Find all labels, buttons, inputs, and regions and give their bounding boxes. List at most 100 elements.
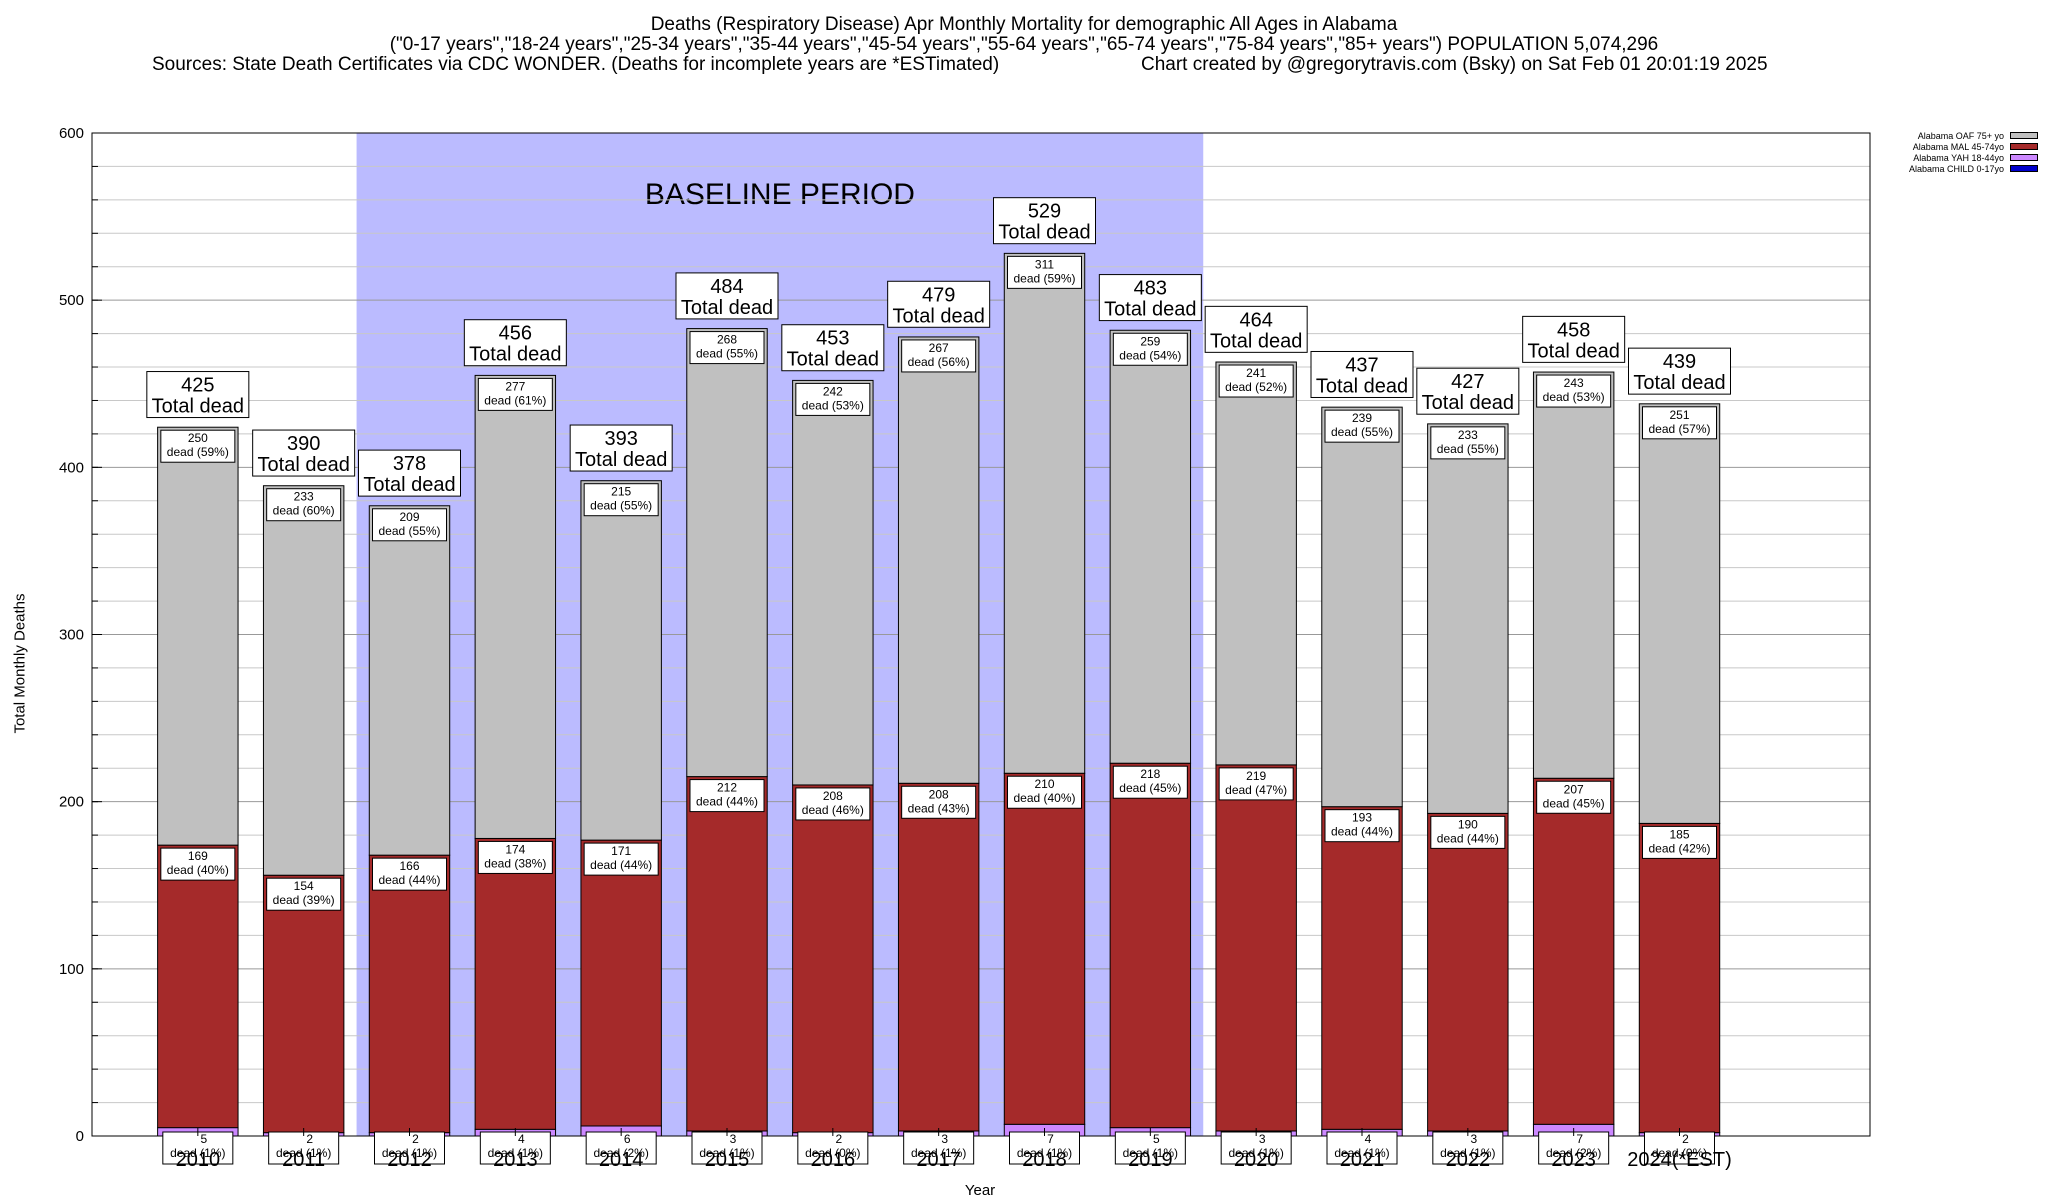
oaf-label-value: 250 xyxy=(188,431,208,445)
oaf-label-value: 233 xyxy=(1458,428,1478,442)
yah-label-box xyxy=(1432,1131,1504,1165)
bar-segment-mal xyxy=(686,776,768,1132)
total-box xyxy=(358,449,461,497)
chart-sources: Sources: State Death Certificates via CD… xyxy=(152,54,1000,75)
yah-label-percent: dead (1%) xyxy=(488,1146,543,1160)
total-box xyxy=(1522,315,1626,363)
yah-label-value: 3 xyxy=(1259,1132,1266,1146)
bar-segment-mal xyxy=(1003,772,1086,1125)
bar-segment-mal xyxy=(1427,812,1509,1132)
x-tick-label: 2018 xyxy=(1022,1149,1067,1171)
total-box xyxy=(1416,367,1520,415)
total-label: Total dead xyxy=(998,222,1090,244)
total-value: 390 xyxy=(287,433,320,455)
oaf-label-percent: dead (53%) xyxy=(1543,390,1605,404)
bar-segment-mal xyxy=(580,839,662,1127)
yah-label-percent: dead (1%) xyxy=(1123,1146,1178,1160)
oaf-label-box xyxy=(583,483,659,517)
bar-segment-mal xyxy=(368,854,451,1134)
oaf-label-percent: dead (57%) xyxy=(1648,422,1710,436)
bar-segment-mal xyxy=(1109,762,1192,1129)
chart-credit: Chart created by @gregorytravis.com (Bsk… xyxy=(1141,54,1768,75)
yah-label-box xyxy=(162,1131,234,1165)
mal-label-value: 190 xyxy=(1458,817,1478,831)
x-tick-label: 2014 xyxy=(599,1149,644,1171)
total-value: 458 xyxy=(1557,319,1590,341)
bar-segment-mal xyxy=(792,784,874,1134)
yah-label-percent: dead (1%) xyxy=(170,1146,225,1160)
total-label: Total dead xyxy=(1422,392,1514,414)
total-label: Total dead xyxy=(1633,372,1725,394)
mal-label-percent: dead (43%) xyxy=(908,801,970,815)
yah-label-box xyxy=(1326,1131,1398,1165)
total-box xyxy=(993,197,1096,245)
legend-entry: Alabama CHILD 0-17yo xyxy=(1909,163,2038,174)
oaf-label-box xyxy=(372,508,447,542)
legend-entry-label: Alabama YAH 18-44yo xyxy=(1913,152,2004,163)
y-tick-label: 600 xyxy=(59,125,84,142)
legend-swatch xyxy=(2010,143,2038,150)
mal-label-percent: dead (45%) xyxy=(1543,796,1605,810)
legend-entry: Alabama OAF 75+ yo xyxy=(1909,130,2038,141)
mal-label-box xyxy=(477,840,553,874)
yah-label-value: 2 xyxy=(412,1132,419,1146)
y-axis-label: Total Monthly Deaths xyxy=(11,593,29,734)
bar-segment-mal xyxy=(157,844,239,1129)
mal-label-percent: dead (44%) xyxy=(1437,831,1499,845)
total-label: Total dead xyxy=(893,305,985,327)
y-tick-label: 200 xyxy=(59,794,84,811)
bar-segment-oaf xyxy=(792,379,874,786)
oaf-label-value: 215 xyxy=(611,485,631,499)
bar-segment-oaf xyxy=(262,485,345,876)
mal-label-box xyxy=(1324,809,1400,843)
y-tick-label: 500 xyxy=(59,292,84,309)
bar-segment-mal xyxy=(474,837,557,1130)
oaf-label-box xyxy=(266,488,342,522)
bar-segment-oaf xyxy=(1109,329,1192,764)
oaf-label-value: 241 xyxy=(1246,366,1266,380)
total-value: 483 xyxy=(1134,278,1167,300)
yah-label-value: 7 xyxy=(1047,1132,1054,1146)
total-label: Total dead xyxy=(787,349,879,371)
yah-label-percent: dead (1%) xyxy=(699,1146,754,1160)
mal-label-value: 171 xyxy=(611,844,631,858)
total-box xyxy=(252,429,356,477)
yah-label-percent: dead (1%) xyxy=(1440,1146,1495,1160)
oaf-label-box xyxy=(160,429,236,463)
oaf-label-value: 239 xyxy=(1352,411,1372,425)
x-tick-label: 2016 xyxy=(811,1149,856,1171)
mal-label-box xyxy=(901,785,977,819)
oaf-label-box xyxy=(1007,255,1082,289)
bar-segment-oaf xyxy=(368,505,451,856)
oaf-label-percent: dead (56%) xyxy=(908,355,970,369)
x-tick-label: 2013 xyxy=(493,1149,538,1171)
bar-segment-oaf xyxy=(580,480,662,841)
mal-label-value: 212 xyxy=(717,781,737,795)
mal-label-percent: dead (44%) xyxy=(378,873,440,887)
total-box xyxy=(675,272,779,320)
oaf-label-percent: dead (55%) xyxy=(1437,442,1499,456)
mal-label-value: 207 xyxy=(1564,782,1584,796)
total-label: Total dead xyxy=(1210,330,1302,352)
total-label: Total dead xyxy=(469,344,561,366)
total-label: Total dead xyxy=(1528,340,1620,362)
oaf-label-percent: dead (61%) xyxy=(484,393,546,407)
oaf-label-value: 233 xyxy=(294,490,314,504)
mal-label-percent: dead (42%) xyxy=(1648,841,1710,855)
bar-segment-oaf xyxy=(1215,361,1297,766)
oaf-label-value: 251 xyxy=(1669,408,1689,422)
total-label: Total dead xyxy=(681,297,773,319)
total-label: Total dead xyxy=(258,454,350,476)
mal-label-percent: dead (40%) xyxy=(167,863,229,877)
total-box xyxy=(1204,305,1308,353)
legend-entry-label: Alabama OAF 75+ yo xyxy=(1917,130,2004,141)
mal-label-value: 218 xyxy=(1140,767,1160,781)
bar-segment-oaf xyxy=(474,374,557,839)
oaf-label-percent: dead (54%) xyxy=(1119,348,1181,362)
yah-label-value: 5 xyxy=(200,1132,207,1146)
mal-label-value: 208 xyxy=(929,787,949,801)
mal-label-percent: dead (38%) xyxy=(484,856,546,870)
legend: Alabama OAF 75+ yo Alabama MAL 45-74yo Ala… xyxy=(1909,130,2038,174)
total-box xyxy=(146,371,250,419)
yah-label-value: 5 xyxy=(1153,1132,1160,1146)
